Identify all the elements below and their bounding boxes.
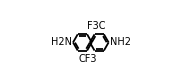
- Text: NH2: NH2: [110, 37, 131, 47]
- Text: F3C: F3C: [87, 21, 105, 31]
- Text: CF3: CF3: [79, 54, 97, 64]
- Text: H2N: H2N: [51, 37, 72, 47]
